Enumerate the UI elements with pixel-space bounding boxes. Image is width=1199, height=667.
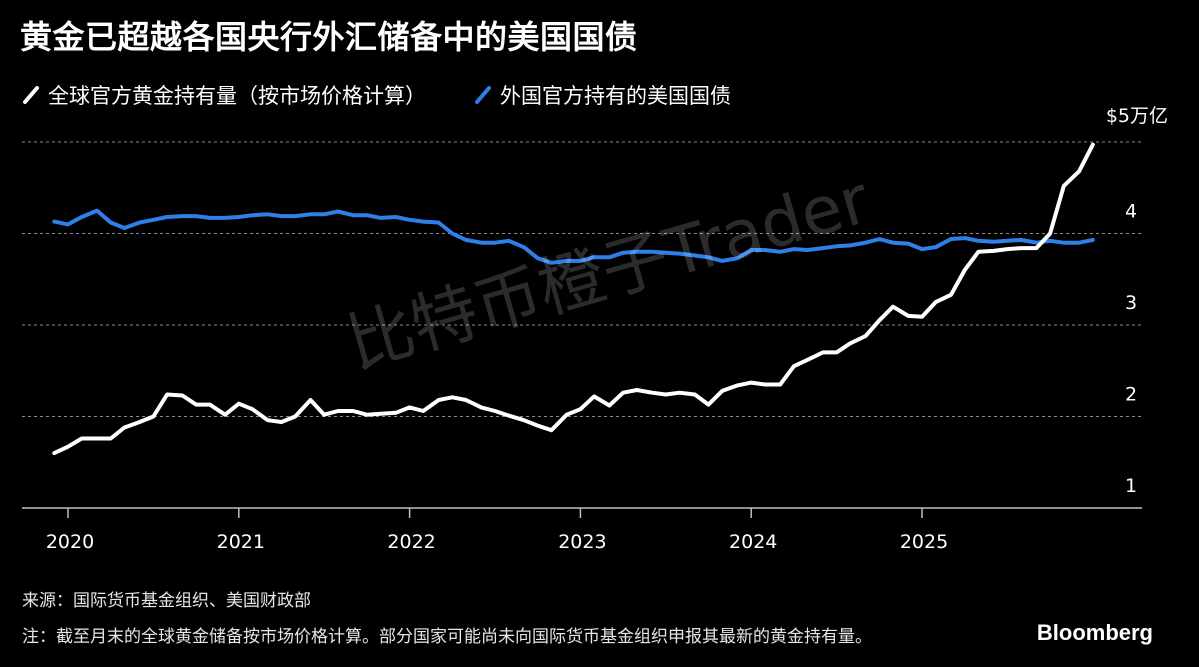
- y-tick-label: 4: [1125, 201, 1137, 223]
- y-tick-label: 2: [1125, 384, 1137, 406]
- legend-label-gold: 全球官方黄金持有量（按市场价格计算）: [48, 84, 426, 108]
- y-axis-labels: 1 2 3 4 $5万亿: [1106, 105, 1168, 497]
- slash-line-icon: [22, 86, 40, 104]
- source-note: 来源：国际货币基金组织、美国财政部: [22, 591, 311, 611]
- x-tick-label: 2020: [46, 531, 94, 553]
- slash-line-icon: [474, 86, 492, 104]
- legend-item-treasuries: 外国官方持有的美国国债: [474, 80, 731, 110]
- page-title: 黄金已超越各国央行外汇储备中的美国国债: [20, 18, 638, 56]
- chart-legend: 全球官方黄金持有量（按市场价格计算） 外国官方持有的美国国债: [22, 80, 731, 110]
- series-line-treasuries: [52, 208, 1095, 265]
- x-tick-label: 2023: [558, 531, 606, 553]
- series-line-gold: [52, 142, 1095, 456]
- y-tick-label: 1: [1125, 475, 1137, 497]
- legend-label-treasuries: 外国官方持有的美国国债: [500, 84, 731, 108]
- footnote: 注：截至月末的全球黄金储备按市场价格计算。部分国家可能尚未向国际货币基金组织申报…: [22, 627, 872, 647]
- y-tick-label: 3: [1125, 292, 1137, 314]
- x-tick-label: 2025: [900, 531, 948, 553]
- x-tick-label: 2024: [729, 531, 777, 553]
- x-tick-label: 2022: [387, 531, 435, 553]
- legend-item-gold: 全球官方黄金持有量（按市场价格计算）: [22, 80, 426, 110]
- x-axis: 2020 2021 2022 2023 2024 2025: [46, 508, 948, 553]
- y-tick-label: $5万亿: [1106, 105, 1168, 127]
- x-tick-label: 2021: [217, 531, 265, 553]
- bloomberg-logo: Bloomberg: [1036, 620, 1153, 645]
- grid-lines: [22, 141, 1142, 509]
- series-lines: [52, 142, 1095, 456]
